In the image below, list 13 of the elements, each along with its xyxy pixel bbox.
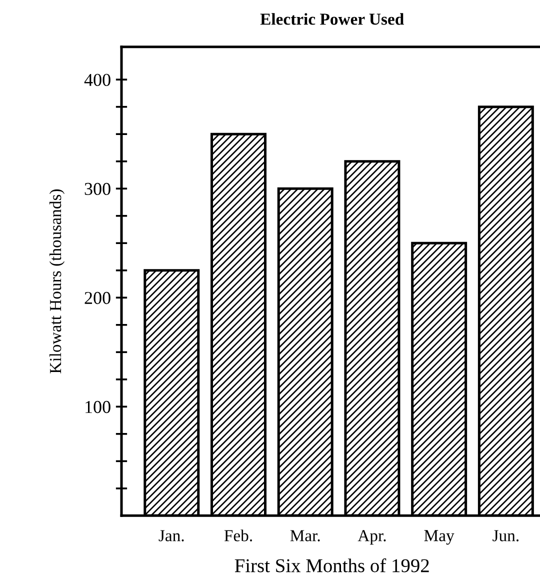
x-tick-label: Feb. xyxy=(224,530,252,542)
y-tick-label: 400 xyxy=(84,74,110,86)
x-axis-title: First Six Months of 1992 xyxy=(234,558,429,572)
chart-title: Electric Power Used xyxy=(260,13,404,25)
y-tick-label: 200 xyxy=(84,292,110,304)
x-tick-label: May xyxy=(424,530,454,545)
x-tick-label: Mar. xyxy=(290,530,320,542)
y-tick-label: 300 xyxy=(84,182,110,196)
x-tick-label: Jan. xyxy=(158,530,184,542)
y-axis-title: Kilowatt Hours (thousands) xyxy=(49,189,65,374)
x-tick-label: Apr. xyxy=(358,530,386,545)
x-tick-label: Jun. xyxy=(492,530,518,542)
y-tick-label: 100 xyxy=(86,400,110,414)
